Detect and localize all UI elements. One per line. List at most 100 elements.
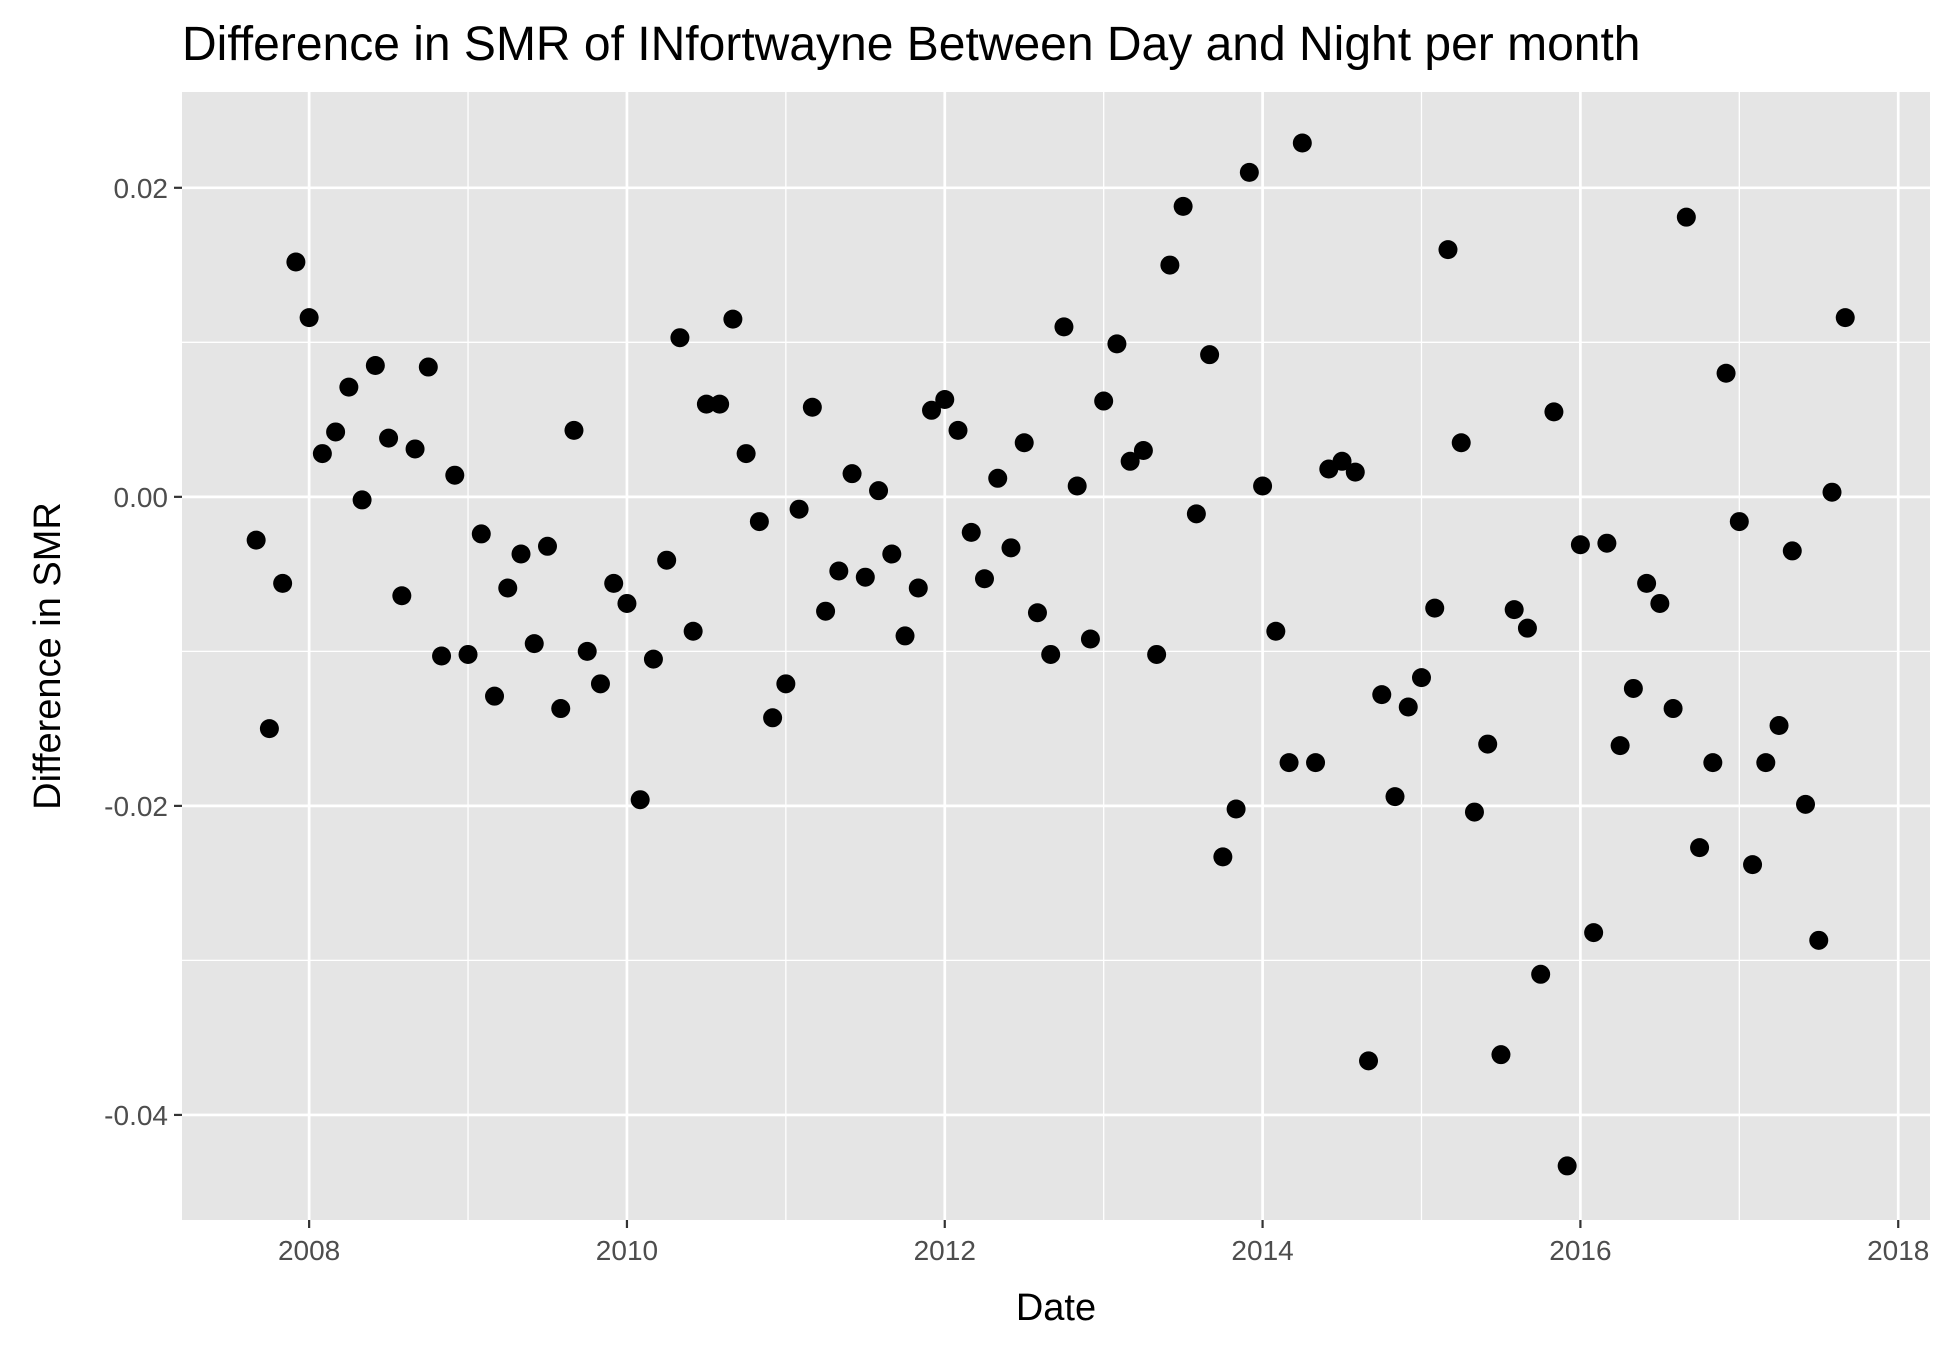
data-point — [710, 394, 730, 414]
data-point — [1253, 476, 1273, 496]
data-point — [816, 601, 836, 621]
data-point — [1067, 476, 1087, 496]
data-point — [286, 252, 306, 272]
data-point — [855, 567, 875, 587]
data-point — [749, 512, 769, 532]
data-point — [657, 550, 677, 570]
y-tick-label: -0.04 — [104, 1100, 168, 1131]
data-point — [312, 444, 332, 464]
data-point — [246, 530, 266, 550]
x-tick-label: 2012 — [914, 1235, 976, 1266]
data-point — [670, 328, 690, 348]
data-point — [869, 481, 889, 501]
data-point — [1332, 451, 1352, 471]
data-point — [802, 397, 822, 417]
data-point — [1835, 308, 1855, 328]
x-tick-label: 2018 — [1867, 1235, 1929, 1266]
x-axis-title: Date — [1016, 1287, 1096, 1329]
data-point — [524, 634, 544, 654]
y-tick-label: 0.00 — [114, 482, 169, 513]
data-point — [882, 544, 902, 564]
data-point — [1001, 538, 1021, 558]
data-point — [1491, 1045, 1511, 1065]
chart-title: Difference in SMR of INfortwayne Between… — [182, 18, 1641, 71]
data-point — [1743, 855, 1763, 875]
data-point — [1517, 618, 1537, 638]
y-tick-label: 0.02 — [114, 173, 169, 204]
data-point — [1597, 533, 1617, 553]
data-point — [789, 499, 809, 519]
data-point — [1385, 787, 1405, 807]
data-point — [1438, 240, 1458, 260]
data-point — [1809, 930, 1829, 950]
x-axis: 2008 2010 2012 2014 2016 2018 — [278, 1220, 1929, 1266]
data-point — [1398, 697, 1418, 717]
data-point — [630, 790, 650, 810]
data-point — [1027, 603, 1047, 623]
data-point — [1782, 541, 1802, 561]
data-point — [1411, 668, 1431, 688]
data-point — [432, 646, 452, 666]
data-point — [577, 641, 597, 661]
data-point — [1213, 847, 1233, 867]
data-point — [564, 420, 584, 440]
data-point — [974, 569, 994, 589]
data-point — [604, 573, 624, 593]
data-point — [551, 699, 571, 719]
y-axis-title: Difference in SMR — [27, 502, 69, 810]
data-point — [1160, 255, 1180, 275]
data-point — [922, 400, 942, 420]
x-tick-label: 2010 — [596, 1235, 658, 1266]
data-point — [1451, 433, 1471, 453]
data-point — [1306, 753, 1326, 773]
data-point — [471, 524, 491, 544]
data-point — [498, 578, 518, 598]
data-point — [908, 578, 928, 598]
data-point — [1226, 799, 1246, 819]
major-gridlines — [182, 92, 1930, 1220]
data-point — [1610, 736, 1630, 756]
y-tick-label: -0.02 — [104, 791, 168, 822]
data-point — [1266, 621, 1286, 641]
data-point — [1504, 600, 1524, 620]
data-point — [776, 674, 796, 694]
data-point — [445, 465, 465, 485]
data-point — [1584, 923, 1604, 943]
data-point — [511, 544, 531, 564]
data-point — [1623, 678, 1643, 698]
data-point — [1531, 964, 1551, 984]
data-point — [392, 586, 412, 606]
data-point — [1663, 699, 1683, 719]
data-point — [1716, 363, 1736, 383]
data-point — [1200, 345, 1220, 365]
data-point — [617, 593, 637, 613]
data-point — [895, 626, 915, 646]
data-point — [842, 464, 862, 484]
data-point — [948, 420, 968, 440]
data-point — [418, 357, 438, 377]
data-point — [485, 686, 505, 706]
data-point — [1544, 402, 1564, 422]
data-point — [683, 621, 703, 641]
data-point — [1637, 573, 1657, 593]
data-point — [696, 394, 716, 414]
data-point — [1756, 753, 1776, 773]
data-point — [352, 490, 372, 510]
data-point — [763, 708, 783, 728]
data-point — [1054, 317, 1074, 337]
data-point — [1557, 1156, 1577, 1176]
data-point — [1120, 451, 1140, 471]
data-point — [405, 439, 425, 459]
data-point — [1107, 334, 1127, 354]
data-point — [1080, 629, 1100, 649]
data-point — [339, 377, 359, 397]
data-point — [1094, 391, 1114, 411]
data-point — [736, 444, 756, 464]
data-point — [1147, 644, 1167, 664]
data-point — [1345, 462, 1365, 482]
data-point — [935, 389, 955, 409]
y-axis: 0.02 0.00 -0.02 -0.04 — [104, 173, 182, 1131]
data-point — [1372, 685, 1392, 705]
data-point — [1822, 482, 1842, 502]
